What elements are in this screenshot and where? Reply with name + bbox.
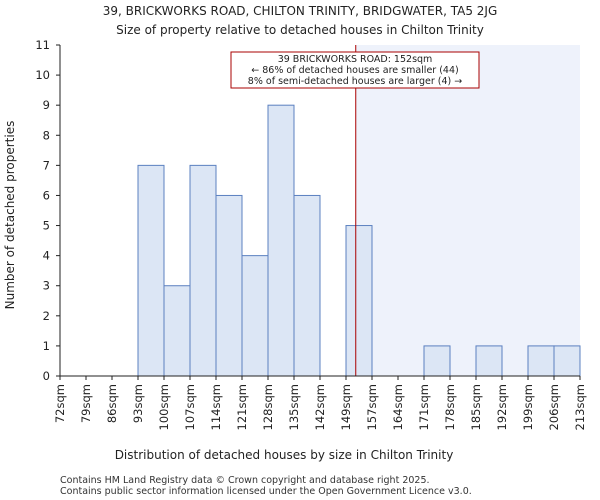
x-tick-label: 128sqm <box>261 384 275 430</box>
x-tick-label: 79sqm <box>79 384 93 423</box>
bar-93sqm <box>137 164 165 377</box>
annotation-line1: 39 BRICKWORKS ROAD: 152sqm <box>278 54 433 65</box>
x-tick-label: 100sqm <box>157 384 171 430</box>
y-axis-label: Number of detached properties <box>3 121 17 310</box>
y-tick-label: 4 <box>43 249 50 263</box>
annotation-frame <box>230 51 480 89</box>
shaded-region-layer <box>355 45 580 376</box>
x-tick-label: 121sqm <box>235 384 249 430</box>
x-tick-label: 72sqm <box>53 384 67 423</box>
y-tick-label: 3 <box>43 279 50 293</box>
bar-128sqm <box>267 104 295 377</box>
bar-114sqm <box>215 194 243 377</box>
bar-100sqm <box>163 285 191 377</box>
x-tick-label: 157sqm <box>365 384 379 430</box>
x-tick-label: 178sqm <box>443 384 457 430</box>
x-tick-label: 86sqm <box>105 384 119 423</box>
bar-135sqm <box>293 194 321 377</box>
bar-149sqm <box>345 225 373 377</box>
x-axis-label: Distribution of detached houses by size … <box>115 448 454 462</box>
y-tick-label: 9 <box>43 98 50 112</box>
chart-title-line2: Size of property relative to detached ho… <box>116 23 484 37</box>
y-tick-label: 2 <box>43 309 50 323</box>
bars-layer <box>137 104 581 377</box>
bar-107sqm <box>189 164 217 377</box>
x-tick-label: 213sqm <box>573 384 587 430</box>
y-tick-label: 10 <box>35 68 50 82</box>
footer-line1: Contains HM Land Registry data © Crown c… <box>60 475 430 486</box>
x-tick-label: 149sqm <box>339 384 353 430</box>
bar-185sqm <box>475 345 503 377</box>
annotation-line3: 8% of semi-detached houses are larger (4… <box>248 76 462 87</box>
x-tick-label: 135sqm <box>287 384 301 430</box>
bar-121sqm <box>241 255 269 377</box>
y-tick-label: 11 <box>35 38 50 52</box>
x-tick-label: 171sqm <box>417 384 431 430</box>
footer-line2: Contains public sector information licen… <box>60 486 472 497</box>
y-tick-label: 8 <box>43 128 50 142</box>
annotation-box: 39 BRICKWORKS ROAD: 152sqm ← 86% of deta… <box>230 51 480 89</box>
x-tick-label: 164sqm <box>391 384 405 430</box>
x-tick-label: 199sqm <box>521 384 535 430</box>
larger-region-shade <box>355 45 580 376</box>
x-tick-label: 206sqm <box>547 384 561 430</box>
y-tick-label: 0 <box>43 369 50 383</box>
x-tick-label: 185sqm <box>469 384 483 430</box>
x-tick-label: 107sqm <box>183 384 197 430</box>
annotation-line2: ← 86% of detached houses are smaller (44… <box>251 65 458 76</box>
y-tick-label: 1 <box>43 339 50 353</box>
bar-206sqm <box>553 345 581 377</box>
y-ticks-layer: 0 1 2 3 4 5 6 7 8 9 10 11 <box>35 38 60 383</box>
y-tick-label: 5 <box>43 219 50 233</box>
x-tick-label: 142sqm <box>313 384 327 430</box>
x-tick-label: 114sqm <box>209 384 223 430</box>
x-tick-label: 93sqm <box>131 384 145 423</box>
bar-199sqm <box>527 345 555 377</box>
y-tick-label: 7 <box>43 158 50 172</box>
chart-title-line1: 39, BRICKWORKS ROAD, CHILTON TRINITY, BR… <box>103 4 498 18</box>
y-tick-label: 6 <box>43 188 50 202</box>
x-tick-label: 192sqm <box>495 384 509 430</box>
bar-171sqm <box>423 345 451 377</box>
x-ticks-layer: 72sqm 79sqm 86sqm 93sqm 100sqm 107sqm 114sqm 12… <box>53 376 587 430</box>
